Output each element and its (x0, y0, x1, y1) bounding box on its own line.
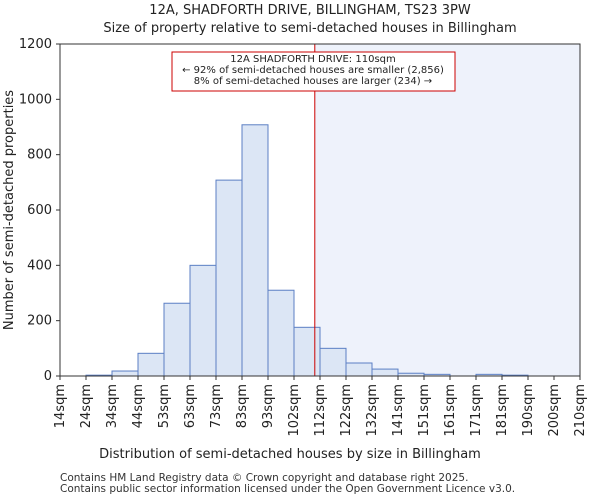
x-tick-label: 151sqm (417, 384, 432, 437)
chart-subtitle: Size of property relative to semi-detach… (103, 21, 516, 36)
x-tick-label: 171sqm (469, 384, 484, 437)
x-tick-label: 73sqm (209, 384, 224, 428)
histogram-chart: 12A, SHADFORTH DRIVE, BILLINGHAM, TS23 3… (2, 3, 588, 462)
bar-63sqm (189, 264, 217, 377)
x-tick-label: 34sqm (105, 384, 120, 428)
annotation-frame (171, 51, 456, 92)
y-tick-label: 0 (44, 369, 52, 384)
annotation-box: 12A SHADFORTH DRIVE: 110sqm ← 92% of sem… (171, 51, 456, 92)
y-axis-label: Number of semi-detached properties (2, 90, 17, 330)
x-tick-label: 190sqm (521, 384, 536, 437)
x-tick-label: 14sqm (53, 384, 68, 428)
annotation-line-3: 8% of semi-detached houses are larger (2… (194, 76, 432, 87)
x-tick-label: 141sqm (391, 384, 406, 437)
footer-line-2: Contains public sector information licen… (60, 483, 516, 495)
y-tick-label: 1200 (19, 37, 52, 52)
y-tick-label: 600 (27, 203, 52, 218)
larger-properties-region (314, 44, 580, 376)
annotation-line-2: ← 92% of semi-detached houses are smalle… (182, 65, 444, 76)
x-axis-label: Distribution of semi-detached houses by … (99, 447, 481, 462)
x-tick-label: 63sqm (183, 384, 198, 428)
x-ticks-group: 14sqm 24sqm 34sqm 44sqm 53sqm 63sqm 73sqm 83sqm… (53, 376, 588, 437)
x-tick-label: 122sqm (339, 384, 354, 437)
y-tick-label: 800 (27, 148, 52, 163)
x-tick-label: 102sqm (287, 384, 302, 437)
y-tick-label: 200 (27, 314, 52, 329)
bar-112sqm (319, 347, 347, 377)
x-tick-label: 93sqm (261, 384, 276, 428)
bar-93sqm (267, 289, 295, 377)
x-tick-label: 83sqm (235, 384, 250, 428)
bar-102sqm (293, 326, 321, 377)
bar-122sqm (345, 362, 373, 377)
bar-34sqm (111, 370, 139, 377)
bar-132sqm (371, 368, 399, 377)
x-tick-label: 161sqm (443, 384, 458, 437)
y-ticks-group: 0 200 400 600 800 1000 1200 (19, 37, 60, 384)
x-tick-label: 132sqm (365, 384, 380, 437)
x-tick-label: 44sqm (131, 384, 146, 428)
x-tick-label: 200sqm (547, 384, 562, 437)
annotation-line-1: 12A SHADFORTH DRIVE: 110sqm (230, 54, 396, 65)
bars-group (85, 124, 529, 377)
x-tick-label: 53sqm (157, 384, 172, 428)
x-tick-label: 24sqm (79, 384, 94, 428)
x-tick-label: 181sqm (495, 384, 510, 437)
bar-73sqm (215, 179, 243, 377)
bar-53sqm (163, 302, 191, 377)
x-tick-label: 112sqm (313, 384, 328, 437)
bar-83sqm (241, 124, 269, 377)
y-tick-label: 400 (27, 258, 52, 273)
footer-line-1: Contains HM Land Registry data © Crown c… (60, 472, 469, 484)
chart-title: 12A, SHADFORTH DRIVE, BILLINGHAM, TS23 3… (149, 3, 471, 18)
bar-44sqm (137, 352, 165, 377)
x-tick-label: 210sqm (573, 384, 588, 437)
y-tick-label: 1000 (19, 92, 52, 107)
